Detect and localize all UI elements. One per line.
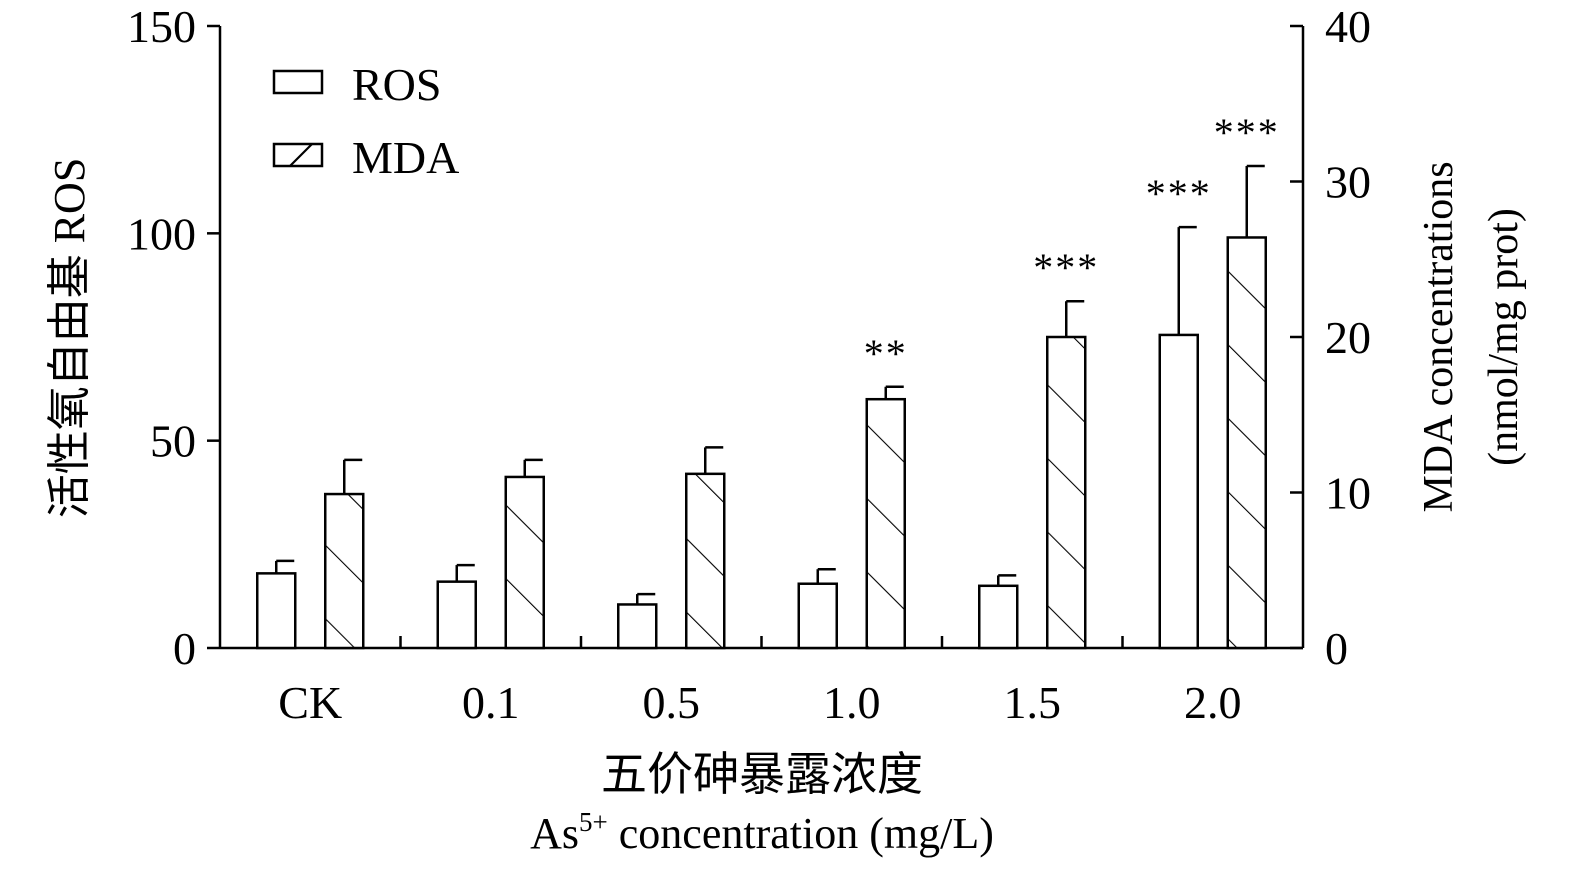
legend-swatch-mda	[272, 142, 324, 168]
left-axis-ticks: 0 50 100 150	[127, 1, 220, 674]
y-axis-left-label: 活性氧自由基 ROS	[45, 158, 94, 519]
x-axis-label-en: As5+ concentration (mg/L)	[530, 807, 994, 858]
bar-mda	[324, 492, 365, 650]
x-tick-label: 1.5	[1004, 677, 1062, 728]
y-right-tick-label: 30	[1325, 157, 1371, 208]
bar-mda	[1046, 335, 1087, 650]
legend: ROS MDA	[272, 59, 459, 183]
bar-ros	[617, 603, 658, 650]
x-axis-label-en-sup: 5+	[579, 807, 608, 837]
bar-ros	[797, 582, 838, 650]
x-tick-label: 0.5	[643, 677, 701, 728]
x-axis-ticks: CK 0.1 0.5 1.0 1.5 2.0	[278, 636, 1242, 728]
significance-mda: **	[864, 331, 908, 376]
y-right-tick-label: 10	[1325, 468, 1371, 519]
x-axis-label-cn: 五价砷暴露浓度	[601, 749, 923, 800]
x-tick-label: 2.0	[1184, 677, 1242, 728]
x-tick-label: CK	[278, 677, 342, 728]
y-left-tick-label: 50	[150, 416, 196, 467]
y-right-tick-label: 0	[1325, 623, 1348, 674]
legend-swatch-ros	[272, 69, 324, 95]
y-axis-right-label-line1: MDA concentrations	[1416, 161, 1462, 512]
bar-ros	[978, 584, 1019, 650]
y-left-tick-label: 150	[127, 1, 196, 52]
x-tick-label: 1.0	[823, 677, 881, 728]
bar-mda	[685, 472, 726, 650]
significance-group: ***********	[864, 110, 1280, 376]
x-tick-label: 0.1	[462, 677, 520, 728]
significance-mda: ***	[1214, 110, 1280, 155]
bar-ros	[256, 572, 297, 650]
bar-ros	[436, 580, 477, 650]
y-left-tick-label: 0	[173, 623, 196, 674]
x-axis-label-en-prefix: As	[530, 809, 579, 858]
y-left-tick-label: 100	[127, 208, 196, 259]
bars-group	[256, 236, 1267, 650]
error-bars-group	[275, 164, 1265, 605]
bar-mda	[504, 475, 545, 650]
right-axis-ticks: 0 10 20 30 40	[1290, 1, 1371, 674]
bar-ros	[1158, 333, 1199, 650]
legend-label-ros: ROS	[352, 59, 441, 110]
y-right-tick-label: 20	[1325, 312, 1371, 363]
legend-swatch-mda-hatch	[289, 143, 313, 167]
bar-mda	[865, 397, 906, 650]
y-axis-right-label-line2: (nmol/mg prot)	[1481, 208, 1527, 466]
y-right-tick-label: 40	[1325, 1, 1371, 52]
legend-label-mda: MDA	[352, 132, 459, 183]
significance-ros: ***	[1146, 171, 1212, 216]
x-axis-label-en-suffix: concentration (mg/L)	[608, 809, 994, 858]
significance-mda: ***	[1033, 245, 1099, 290]
bar-mda	[1226, 236, 1267, 650]
